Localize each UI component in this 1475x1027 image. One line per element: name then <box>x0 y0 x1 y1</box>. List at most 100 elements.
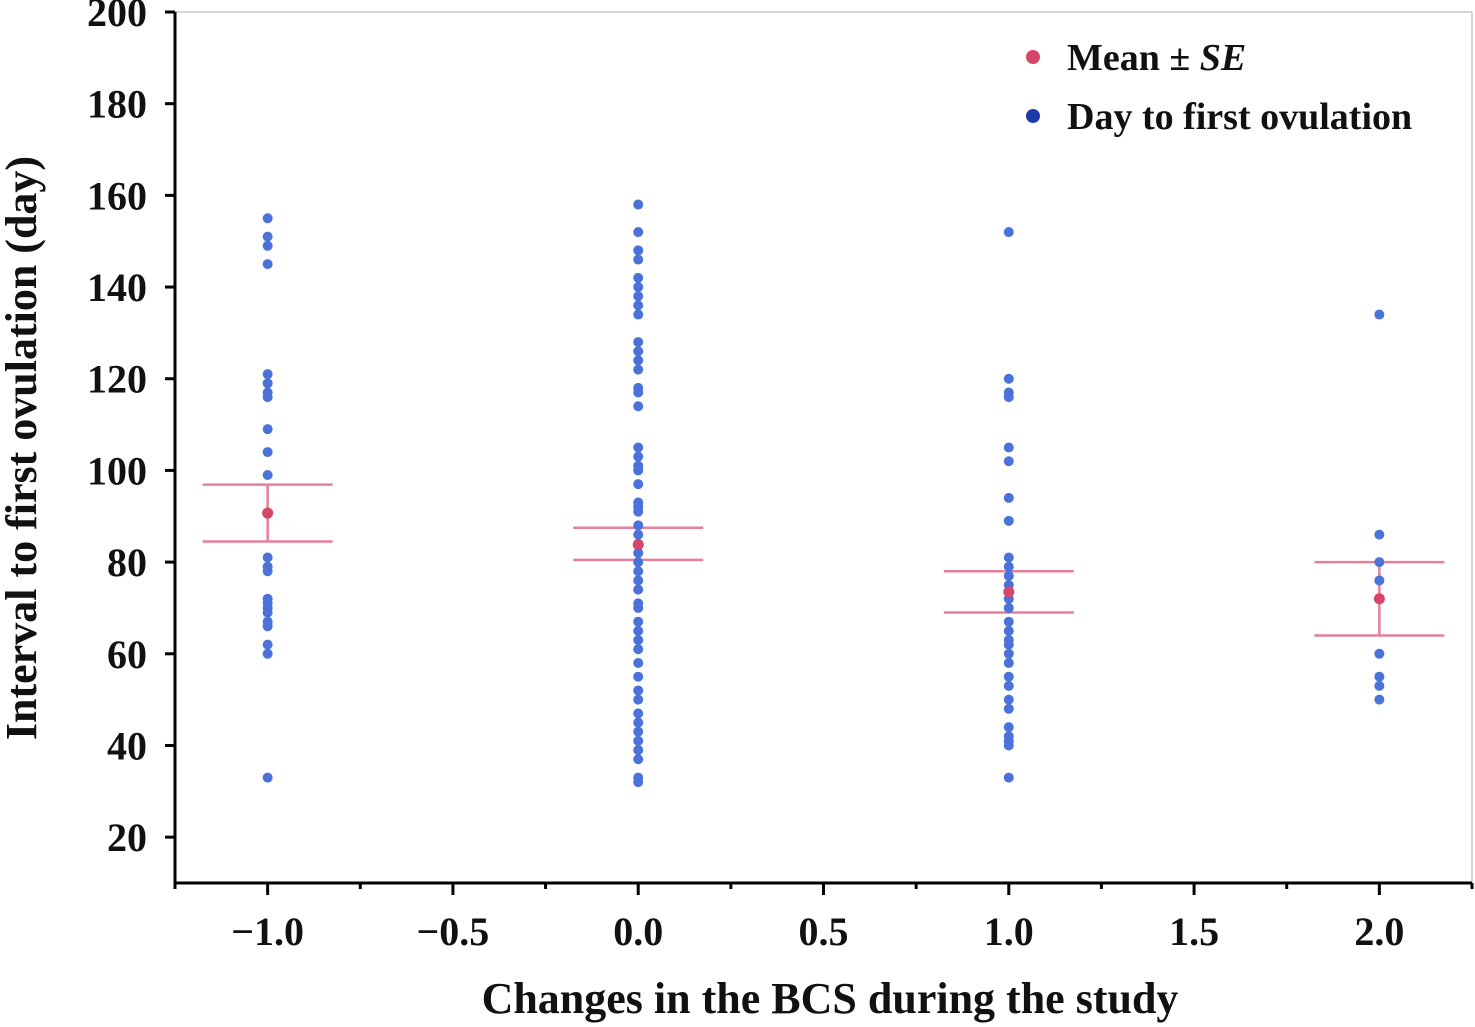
data-point <box>262 772 273 783</box>
y-tick-label: 20 <box>107 815 147 860</box>
data-point <box>1374 575 1385 586</box>
data-point <box>262 566 273 577</box>
data-point <box>262 240 273 251</box>
data-point <box>1003 552 1014 563</box>
data-point <box>633 254 644 265</box>
data-point <box>1003 703 1014 714</box>
data-point <box>633 644 644 655</box>
data-point <box>633 309 644 320</box>
data-point <box>633 346 644 357</box>
data-point <box>633 584 644 595</box>
data-point <box>262 552 273 563</box>
data-point <box>633 282 644 293</box>
data-point <box>1374 694 1385 705</box>
legend-points-label: Day to first ovulation <box>1067 96 1412 138</box>
data-point <box>633 245 644 256</box>
data-point <box>633 635 644 646</box>
data-point <box>262 639 273 650</box>
data-point <box>633 442 644 453</box>
mean-points <box>262 507 1385 605</box>
data-point <box>633 479 644 490</box>
data-point <box>633 708 644 719</box>
legend-points-marker <box>1026 109 1040 123</box>
data-point <box>1003 772 1014 783</box>
data-point <box>1003 694 1014 705</box>
data-point <box>633 694 644 705</box>
data-point <box>1003 722 1014 733</box>
data-point <box>633 364 644 375</box>
data-point <box>1003 492 1014 503</box>
data-point <box>1003 373 1014 384</box>
data-point <box>1003 561 1014 572</box>
data-point <box>633 272 644 283</box>
data-point <box>633 291 644 302</box>
y-tick-label: 100 <box>87 448 147 493</box>
data-point <box>1003 740 1014 751</box>
data-point <box>1003 616 1014 627</box>
y-tick-label: 80 <box>107 540 147 585</box>
data-point <box>633 300 644 311</box>
data-point <box>633 199 644 210</box>
data-point <box>1003 456 1014 467</box>
data-point <box>262 213 273 224</box>
data-point <box>262 392 273 403</box>
data-point <box>1003 442 1014 453</box>
x-axis-ticks: −1.0 −0.5 0.0 0.5 1.0 1.5 2.0 <box>173 883 1474 954</box>
data-point <box>633 557 644 568</box>
x-tick-label: 1.5 <box>1169 909 1219 954</box>
data-point <box>633 685 644 696</box>
data-point <box>1003 392 1014 403</box>
data-point <box>262 648 273 659</box>
data-point <box>633 387 644 398</box>
data-point <box>633 520 644 531</box>
data-point <box>633 337 644 348</box>
data-point <box>633 401 644 412</box>
legend-mean-marker <box>1026 50 1040 64</box>
mean-point <box>632 539 644 551</box>
legend-mean-italic: SE <box>1200 37 1246 79</box>
y-axis-ticks: 20 40 60 80 100 120 140 160 180 200 <box>87 0 175 860</box>
data-point <box>1003 657 1014 668</box>
x-tick-label: 0.0 <box>613 909 663 954</box>
x-tick-label: 0.5 <box>799 909 849 954</box>
data-point <box>262 607 273 618</box>
data-point <box>633 657 644 668</box>
data-point <box>633 754 644 765</box>
x-tick-label: −0.5 <box>417 909 490 954</box>
x-axis-title: Changes in the BCS during the study <box>482 974 1179 1023</box>
y-tick-label: 140 <box>87 265 147 310</box>
data-point <box>1003 570 1014 581</box>
y-tick-label: 60 <box>107 632 147 677</box>
data-point <box>262 470 273 481</box>
data-point <box>1374 648 1385 659</box>
data-point <box>633 616 644 627</box>
data-point <box>633 529 644 540</box>
data-point <box>1003 625 1014 636</box>
data-point <box>633 547 644 558</box>
data-point <box>1374 680 1385 691</box>
y-tick-label: 160 <box>87 173 147 218</box>
legend: Mean ± SE Day to first ovulation <box>1026 37 1412 138</box>
y-tick-label: 180 <box>87 82 147 127</box>
y-tick-label: 200 <box>87 0 147 35</box>
data-point <box>262 378 273 389</box>
data-point <box>262 447 273 458</box>
data-point <box>633 745 644 756</box>
data-point <box>1003 680 1014 691</box>
data-point <box>633 451 644 462</box>
data-point <box>262 259 273 270</box>
data-point <box>1374 309 1385 320</box>
legend-mean-prefix: Mean ± <box>1067 37 1200 79</box>
data-point <box>262 424 273 435</box>
data-point <box>633 777 644 788</box>
data-point <box>262 231 273 242</box>
x-tick-label: 2.0 <box>1354 909 1404 954</box>
data-point <box>262 621 273 632</box>
y-tick-label: 120 <box>87 357 147 402</box>
data-point <box>633 575 644 586</box>
data-point <box>1003 227 1014 238</box>
data-point <box>1003 648 1014 659</box>
data-point <box>1003 671 1014 682</box>
data-point <box>633 602 644 613</box>
